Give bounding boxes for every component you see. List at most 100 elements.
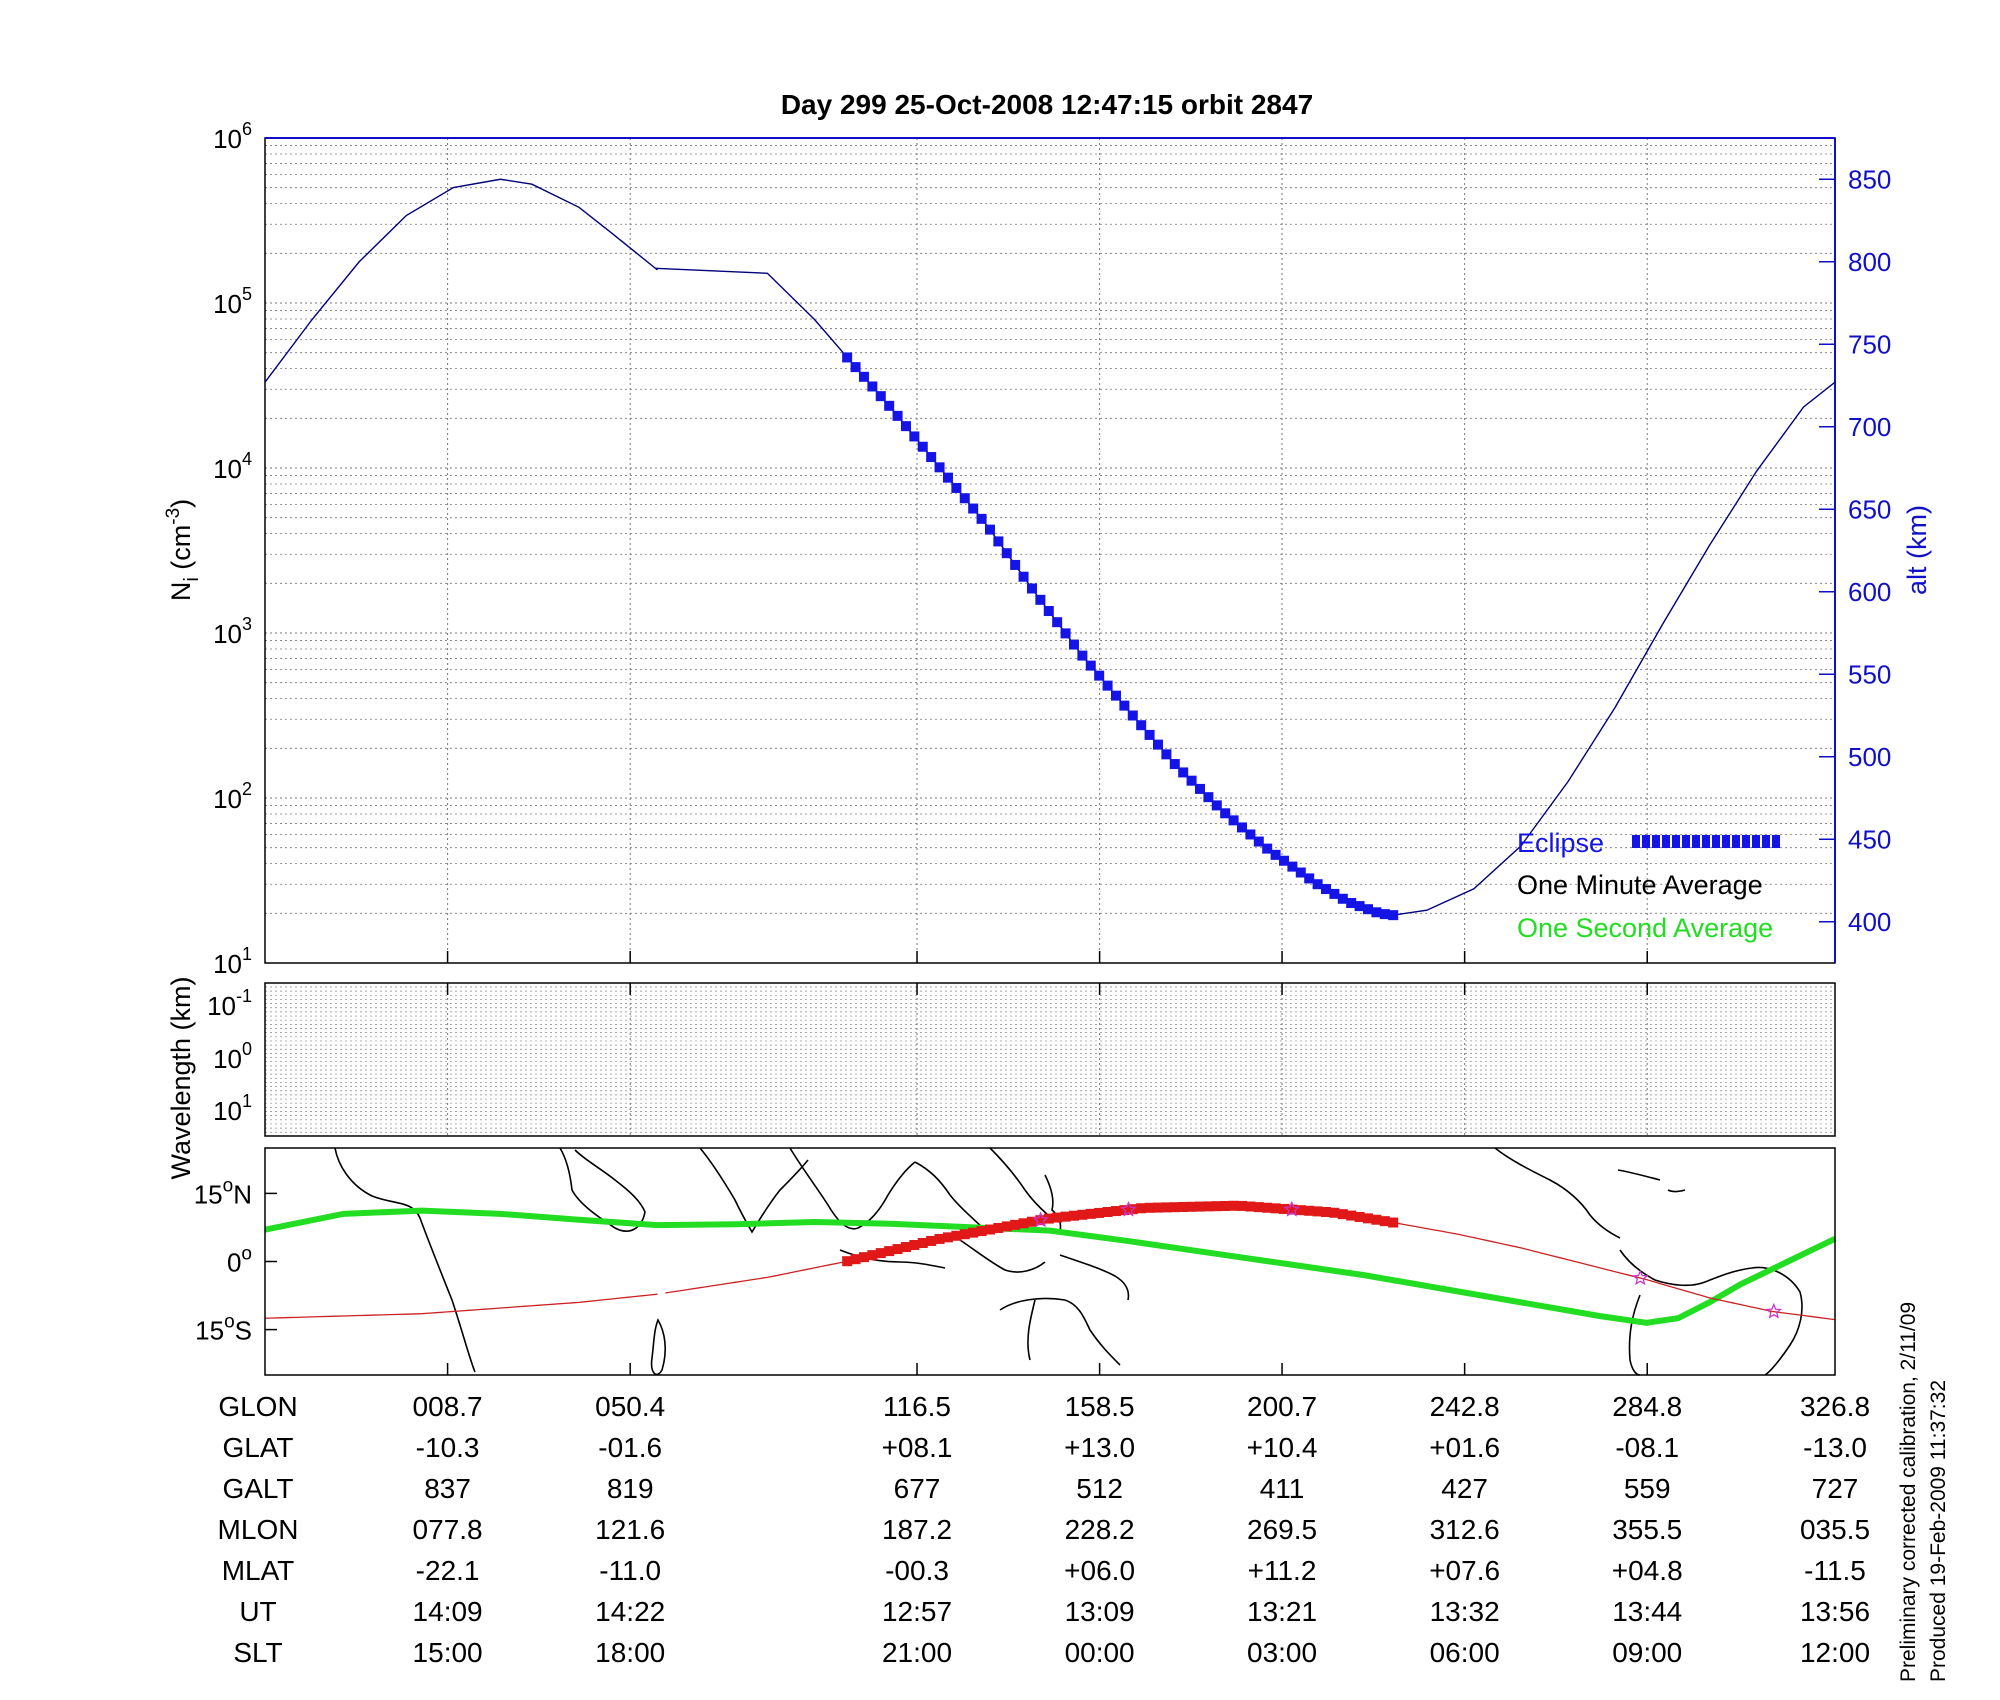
wavelength-panel-frame [264, 982, 1836, 1137]
eclipse-marker [1119, 700, 1130, 711]
legend-eclipse-marker [1692, 835, 1700, 848]
eclipse-marker [1068, 639, 1079, 650]
continent-outlines [334, 1147, 1803, 1376]
table-cell: 13:09 [1065, 1596, 1135, 1627]
lat-deg: 15 [195, 1316, 224, 1346]
legend-eclipse-marker [1682, 835, 1690, 848]
eclipse-track-marker [968, 1227, 979, 1238]
table-cell: +08.1 [882, 1432, 953, 1463]
note-line-1: Preliminary corrected calibration, 2/11/… [1897, 1302, 1920, 1682]
eclipse-track-marker [959, 1229, 970, 1240]
altitude-tick-label: 750 [1848, 329, 1891, 359]
table-cell: -00.3 [885, 1555, 949, 1586]
eclipse-track-marker [1337, 1209, 1348, 1220]
eclipse-track-marker [984, 1224, 995, 1235]
altitude-tick-label: 800 [1848, 247, 1891, 277]
table-cell: 14:22 [595, 1596, 665, 1627]
table-row-label: MLAT [222, 1555, 295, 1586]
table-cell: 677 [894, 1473, 941, 1504]
table-cell: 077.8 [413, 1514, 483, 1545]
eclipse-marker [1169, 759, 1180, 770]
altitude-ylabel: alt (km) [1902, 505, 1932, 595]
table-cell: 559 [1624, 1473, 1671, 1504]
density-ylabel: Ni (cm-3) [163, 499, 203, 601]
eclipse-marker [1085, 660, 1096, 671]
table-cell: 09:00 [1612, 1637, 1682, 1668]
table-row-label: MLON [218, 1514, 299, 1545]
eclipse-marker [993, 536, 1004, 547]
eclipse-marker [1077, 650, 1088, 661]
eclipse-track-marker [1329, 1207, 1340, 1218]
ground-track-segment-1 [264, 1293, 658, 1319]
legend-eclipse-marker [1712, 835, 1720, 848]
eclipse-track-marker [934, 1233, 945, 1244]
tick-base: 10 [213, 784, 242, 814]
eclipse-marker [909, 431, 920, 442]
eclipse-marker [1186, 775, 1197, 786]
table-cell: -22.1 [416, 1555, 480, 1586]
tick-base: 10 [213, 454, 242, 484]
eclipse-marker [1220, 808, 1231, 819]
density-tick-label: 105 [213, 284, 252, 319]
lat-tick-label: 15oN [194, 1175, 252, 1209]
eclipse-track-marker [1085, 1208, 1096, 1219]
legend-eclipse-marker [1632, 835, 1640, 848]
eclipse-marker [1346, 898, 1357, 909]
eclipse-marker [1388, 910, 1399, 921]
map-tracks [264, 1200, 1837, 1326]
eclipse-marker [1295, 867, 1306, 878]
eclipse-marker [1236, 822, 1247, 833]
table-cell: 21:00 [882, 1637, 952, 1668]
eclipse-track-marker [951, 1230, 962, 1241]
table-cell: +04.8 [1612, 1555, 1683, 1586]
legend-eclipse-marker [1662, 835, 1670, 848]
density-ylabel-sub: i [181, 577, 203, 581]
table-row-label: GLON [218, 1391, 297, 1422]
eclipse-marker [1102, 680, 1113, 691]
density-ylabel-unit-close: ) [166, 499, 196, 508]
altitude-line-segment-1 [264, 178, 658, 383]
wavelength-tick-label: 100 [213, 1039, 252, 1074]
eclipse-track-marker [1262, 1202, 1273, 1213]
eclipse-marker [842, 352, 853, 363]
eclipse-track-marker [1043, 1213, 1054, 1224]
table-cell: 355.5 [1612, 1514, 1682, 1545]
altitude-y-ticks: 400 450 500 550 600 650 700 750 800 850 [1819, 164, 1891, 937]
table-cell: 158.5 [1065, 1391, 1135, 1422]
tick-base: 10 [213, 289, 242, 319]
table-cell: 13:32 [1430, 1596, 1500, 1627]
table-cell: 727 [1812, 1473, 1859, 1504]
altitude-tick-label: 650 [1848, 494, 1891, 524]
table-cell: -11.0 [599, 1555, 661, 1586]
eclipse-track-marker [1018, 1218, 1029, 1229]
eclipse-marker [942, 472, 953, 483]
table-cell: 13:21 [1247, 1596, 1317, 1627]
eclipse-track-marker [1388, 1217, 1399, 1228]
eclipse-track-marker [1068, 1210, 1079, 1221]
eclipse-marker [1304, 873, 1315, 884]
madagascar-outline [650, 1318, 667, 1376]
altitude-tick-label: 600 [1848, 577, 1891, 607]
tick-base: 10 [213, 949, 242, 979]
star-marker [1120, 1201, 1137, 1217]
eclipse-marker [917, 441, 928, 452]
altitude-tick-label: 400 [1848, 907, 1891, 937]
eclipse-track-marker [1094, 1207, 1105, 1218]
chart-title: Day 299 25-Oct-2008 12:47:15 orbit 2847 [781, 89, 1313, 120]
table-cell: 228.2 [1065, 1514, 1135, 1545]
legend-eclipse-marker [1702, 835, 1710, 848]
tick-exp: 1 [242, 944, 252, 964]
legend-eclipse-marker [1642, 835, 1650, 848]
tick-exp: 6 [242, 119, 252, 139]
eclipse-track-marker [1026, 1216, 1037, 1227]
legend-eclipse-marker [1772, 835, 1780, 848]
eclipse-track-marker [1354, 1211, 1365, 1222]
eclipse-track-marker [1035, 1215, 1046, 1226]
legend-minute-label: One Minute Average [1517, 870, 1763, 900]
table-cell: -01.6 [598, 1432, 662, 1463]
table-cell: 15:00 [413, 1637, 483, 1668]
degree-symbol: o [224, 1312, 235, 1333]
